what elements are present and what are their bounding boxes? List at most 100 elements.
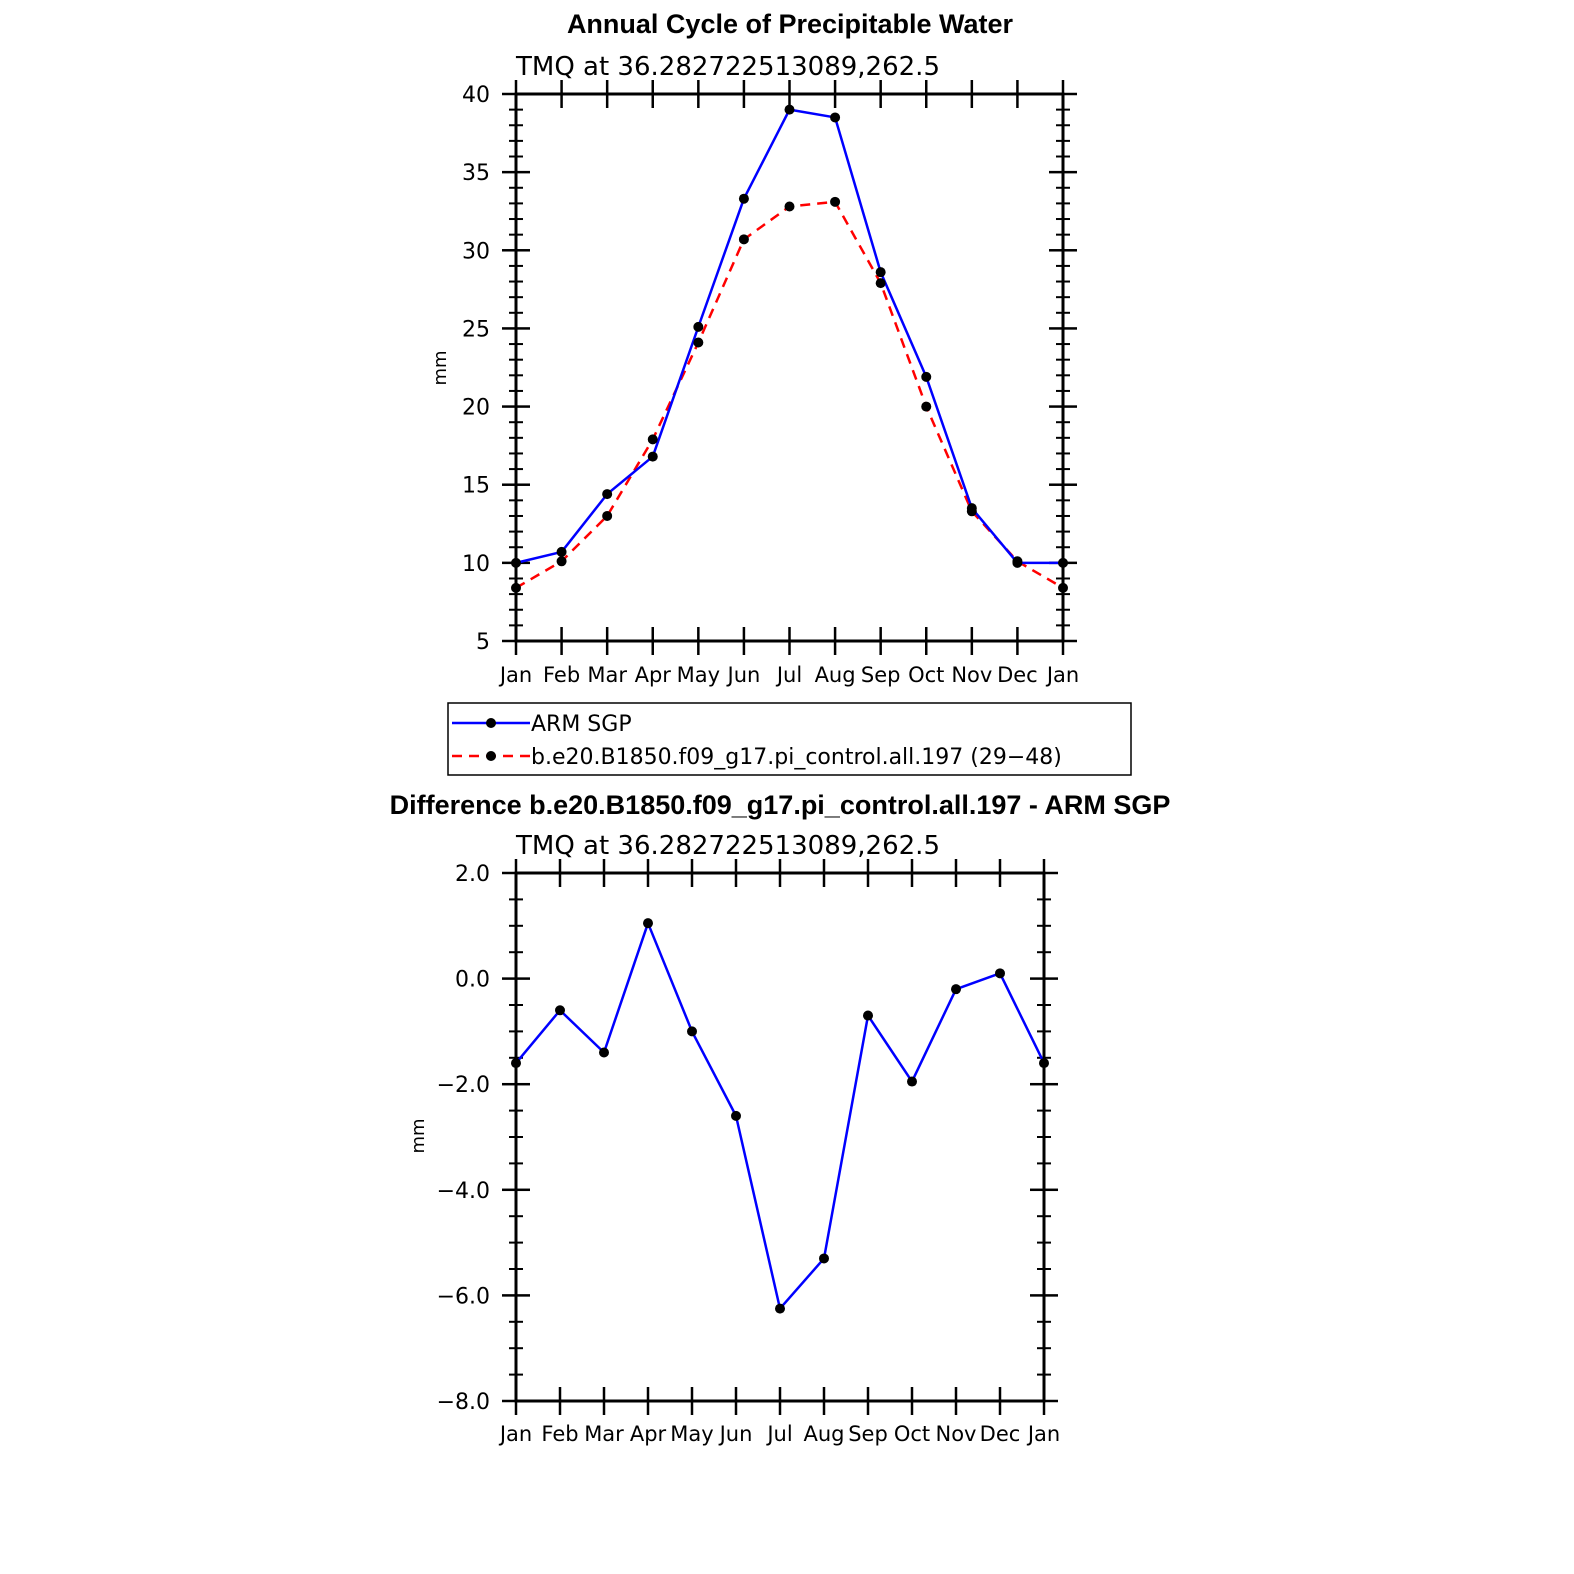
x-tick-label: Jan — [1026, 1422, 1060, 1446]
x-tick-label: Feb — [541, 1422, 578, 1446]
data-point-1 — [602, 510, 613, 521]
axis-ticks — [502, 80, 1077, 655]
data-point-0 — [555, 1005, 565, 1016]
series-line-0 — [515, 921, 1046, 1310]
x-tick-label: Dec — [997, 663, 1038, 687]
y-tick-label: −4.0 — [437, 1179, 490, 1204]
data-point-0 — [599, 1047, 609, 1058]
y-tick-label: 30 — [462, 239, 490, 264]
x-tick-label: Aug — [803, 1422, 844, 1446]
y-tick-label: 0.0 — [455, 968, 490, 993]
x-tick-label: Mar — [587, 663, 627, 687]
legend: ARM SGP b.e20.B1850.f09_g17.pi_control.a… — [447, 702, 1132, 776]
y-tick-labels: −8.0 −6.0 −4.0 −2.0 0.0 2.0 — [437, 862, 490, 1415]
data-point-0 — [556, 546, 567, 557]
data-point-1 — [830, 196, 841, 207]
data-point-0 — [643, 918, 653, 929]
x-tick-label: Jan — [498, 663, 532, 687]
x-tick-label: Feb — [543, 663, 580, 687]
data-point-1 — [693, 337, 704, 348]
plot-frame — [514, 871, 1046, 1403]
data-point-0 — [738, 193, 749, 204]
y-tick-label: −8.0 — [437, 1390, 490, 1415]
data-point-0 — [511, 1058, 521, 1069]
y-tick-label: 35 — [462, 161, 490, 186]
difference-chart: Difference b.e20.B1850.f09_g17.pi_contro… — [390, 790, 1171, 1446]
x-tick-label: Jun — [718, 1422, 753, 1446]
y-tick-label: 10 — [462, 552, 490, 577]
y-axis-label: mm — [408, 1118, 429, 1153]
data-point-0 — [511, 557, 521, 568]
x-tick-label: Nov — [951, 663, 992, 687]
y-tick-label: 2.0 — [455, 862, 490, 887]
y-tick-label: 25 — [462, 317, 490, 342]
data-point-1 — [875, 278, 886, 289]
data-point-1 — [511, 582, 521, 593]
series-line-1 — [515, 200, 1064, 589]
legend-marker-model — [486, 751, 496, 761]
data-point-0 — [784, 104, 795, 115]
legend-marker-arm-sgp — [486, 718, 496, 728]
x-tick-labels: Jan Feb Mar Apr May Jun Jul Aug Sep Oct Nov Dec Jan — [498, 663, 1079, 687]
x-tick-label: Sep — [848, 1422, 888, 1446]
x-tick-label: Oct — [908, 663, 944, 687]
data-point-0 — [775, 1303, 785, 1314]
x-tick-label: Jun — [726, 663, 761, 687]
x-tick-label: Jul — [765, 1422, 792, 1446]
annual-cycle-chart: Annual Cycle of Precipitable Water TMQ a… — [430, 9, 1079, 687]
data-point-0 — [1058, 557, 1068, 568]
data-point-0 — [602, 489, 613, 500]
data-point-1 — [1058, 582, 1068, 593]
data-point-1 — [647, 434, 658, 445]
data-point-0 — [921, 371, 932, 382]
y-tick-label: −6.0 — [437, 1284, 490, 1309]
data-point-0 — [907, 1076, 917, 1087]
data-point-1 — [921, 401, 932, 412]
data-point-0 — [693, 321, 704, 332]
data-point-0 — [819, 1253, 829, 1264]
x-tick-label: Dec — [980, 1422, 1021, 1446]
data-point-0 — [647, 451, 658, 462]
data-point-0 — [1039, 1058, 1049, 1069]
axis-ticks — [502, 859, 1058, 1415]
x-tick-label: Sep — [861, 663, 901, 687]
x-tick-label: Mar — [584, 1422, 624, 1446]
y-tick-labels: 5 10 15 20 25 30 35 40 — [462, 83, 490, 655]
data-point-1 — [738, 234, 749, 245]
x-tick-label: Apr — [635, 663, 672, 687]
y-tick-label: −2.0 — [437, 1073, 490, 1098]
y-tick-label: 5 — [476, 630, 490, 655]
plot-frame — [514, 92, 1065, 643]
x-tick-label: Jan — [498, 1422, 532, 1446]
chart-title: Difference b.e20.B1850.f09_g17.pi_contro… — [390, 790, 1171, 820]
data-point-1 — [784, 201, 795, 212]
chart-title: Annual Cycle of Precipitable Water — [567, 9, 1014, 39]
x-tick-labels: Jan Feb Mar Apr May Jun Jul Aug Sep Oct Nov Dec Jan — [498, 1422, 1060, 1446]
legend-label-model: b.e20.B1850.f09_g17.pi_control.all.197 (… — [531, 745, 1062, 770]
data-point-0 — [875, 267, 886, 278]
y-tick-label: 20 — [462, 396, 490, 421]
legend-box — [447, 702, 1132, 776]
x-tick-label: Apr — [630, 1422, 667, 1446]
x-tick-label: Jan — [1045, 663, 1079, 687]
data-point-0 — [951, 984, 961, 995]
x-tick-label: Nov — [936, 1422, 977, 1446]
x-tick-label: Aug — [815, 663, 856, 687]
data-point-0 — [830, 112, 841, 123]
chart-subtitle: TMQ at 36.282722513089,262.5 — [515, 52, 940, 82]
data-point-1 — [556, 556, 567, 567]
series-group — [511, 104, 1068, 593]
y-tick-label: 40 — [462, 83, 490, 108]
x-tick-label: May — [677, 663, 720, 687]
x-tick-label: Oct — [894, 1422, 930, 1446]
y-tick-label: 15 — [462, 474, 490, 499]
data-point-0 — [863, 1010, 873, 1021]
data-point-0 — [731, 1110, 741, 1121]
data-point-1 — [1012, 556, 1023, 567]
data-point-1 — [966, 506, 977, 517]
series-group — [511, 918, 1049, 1314]
series-line-0 — [515, 108, 1063, 565]
x-tick-label: May — [670, 1422, 713, 1446]
x-tick-label: Jul — [775, 663, 802, 687]
